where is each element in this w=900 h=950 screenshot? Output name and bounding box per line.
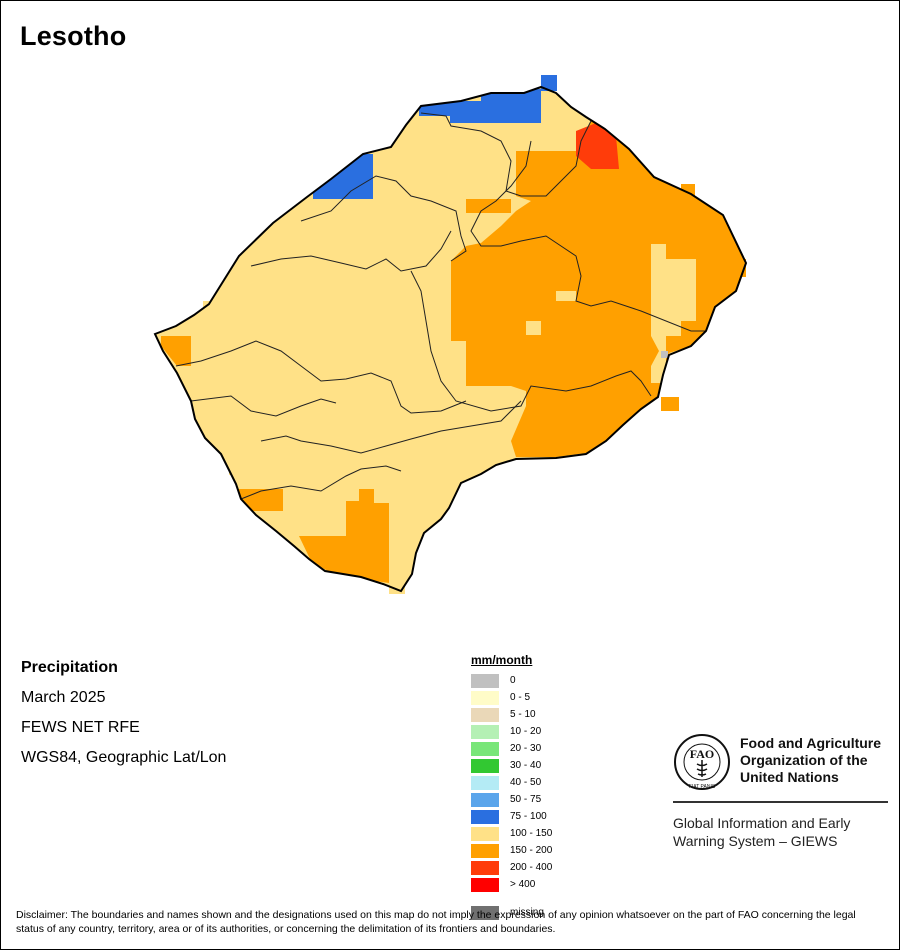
system-line2: Warning System – GIEWS bbox=[673, 833, 838, 849]
legend-swatch bbox=[471, 758, 499, 773]
legend-item: 200 - 400 bbox=[471, 859, 552, 876]
logo-text: FAO bbox=[690, 747, 714, 761]
legend-item: 0 bbox=[471, 672, 552, 689]
country-border bbox=[153, 85, 748, 593]
legend-label: 50 - 75 bbox=[510, 794, 542, 805]
legend-item: 50 - 75 bbox=[471, 791, 552, 808]
logo-motto: FIAT PANIS bbox=[689, 784, 716, 790]
legend-item: 0 - 5 bbox=[471, 689, 552, 706]
legend-label: 0 - 5 bbox=[510, 692, 531, 703]
fao-logo-icon: FAO FIAT PANIS bbox=[674, 734, 730, 790]
legend-item-missing: missing bbox=[471, 904, 552, 921]
legend-label: 0 bbox=[510, 675, 516, 686]
legend-swatch bbox=[471, 826, 499, 841]
divider bbox=[673, 801, 888, 803]
map-title: Lesotho bbox=[20, 21, 127, 51]
org-name-line2: Organization of the bbox=[740, 752, 868, 768]
variable-label: Precipitation bbox=[21, 659, 118, 676]
district-boundaries bbox=[175, 112, 706, 500]
map-metadata: Precipitation March 2025 FEWS NET RFE WG… bbox=[21, 657, 226, 777]
legend-swatch bbox=[471, 707, 499, 722]
legend-swatch bbox=[471, 860, 499, 875]
legend-item: 10 - 20 bbox=[471, 723, 552, 740]
legend-item: 75 - 100 bbox=[471, 808, 552, 825]
legend-swatch bbox=[471, 741, 499, 756]
source-label: FEWS NET RFE bbox=[21, 719, 140, 736]
legend-label: > 400 bbox=[510, 879, 536, 890]
legend-swatch bbox=[471, 792, 499, 807]
org-name-line3: United Nations bbox=[740, 769, 839, 785]
legend-item: 150 - 200 bbox=[471, 842, 552, 859]
legend-swatch bbox=[471, 877, 499, 892]
legend-swatch bbox=[471, 843, 499, 858]
legend-item: 100 - 150 bbox=[471, 825, 552, 842]
legend-swatch bbox=[471, 724, 499, 739]
legend-item: 20 - 30 bbox=[471, 740, 552, 757]
precipitation-map bbox=[153, 75, 748, 594]
legend-label: 20 - 30 bbox=[510, 743, 542, 754]
legend-swatch bbox=[471, 673, 499, 688]
projection-label: WGS84, Geographic Lat/Lon bbox=[21, 749, 227, 766]
system-line1: Global Information and Early bbox=[673, 815, 851, 831]
legend-unit: mm/month bbox=[471, 653, 533, 667]
legend-label: 30 - 40 bbox=[510, 760, 542, 771]
legend-swatch bbox=[471, 905, 499, 920]
legend-label: 75 - 100 bbox=[510, 811, 547, 822]
legend-item: > 400 bbox=[471, 876, 552, 893]
legend-label: 5 - 10 bbox=[510, 709, 536, 720]
legend-item: 40 - 50 bbox=[471, 774, 552, 791]
legend-label: 40 - 50 bbox=[510, 777, 542, 788]
legend-item: 30 - 40 bbox=[471, 757, 552, 774]
legend-label: missing bbox=[510, 907, 544, 918]
legend-swatch bbox=[471, 775, 499, 790]
system-name: Global Information and Early Warning Sys… bbox=[673, 814, 888, 850]
legend-item: 5 - 10 bbox=[471, 706, 552, 723]
legend-swatch bbox=[471, 690, 499, 705]
organization-name: Food and Agriculture Organization of the… bbox=[740, 735, 890, 786]
legend-label: 100 - 150 bbox=[510, 828, 553, 839]
legend-classes: 0 0 - 5 5 - 10 10 - 20 20 - 30 30 - 40 40 - 50… bbox=[471, 672, 552, 893]
org-name-line1: Food and Agriculture bbox=[740, 735, 882, 751]
legend: mm/month 0 0 - 5 5 - 10 10 - 20 20 - 30 30 - … bbox=[471, 653, 552, 921]
disclaimer: Disclaimer: The boundaries and names sho… bbox=[16, 909, 856, 935]
legend-label: 150 - 200 bbox=[510, 845, 553, 856]
legend-label: 10 - 20 bbox=[510, 726, 542, 737]
period-label: March 2025 bbox=[21, 689, 106, 706]
rainfall-raster bbox=[155, 75, 746, 594]
legend-label: 200 - 400 bbox=[510, 862, 553, 873]
legend-swatch bbox=[471, 809, 499, 824]
